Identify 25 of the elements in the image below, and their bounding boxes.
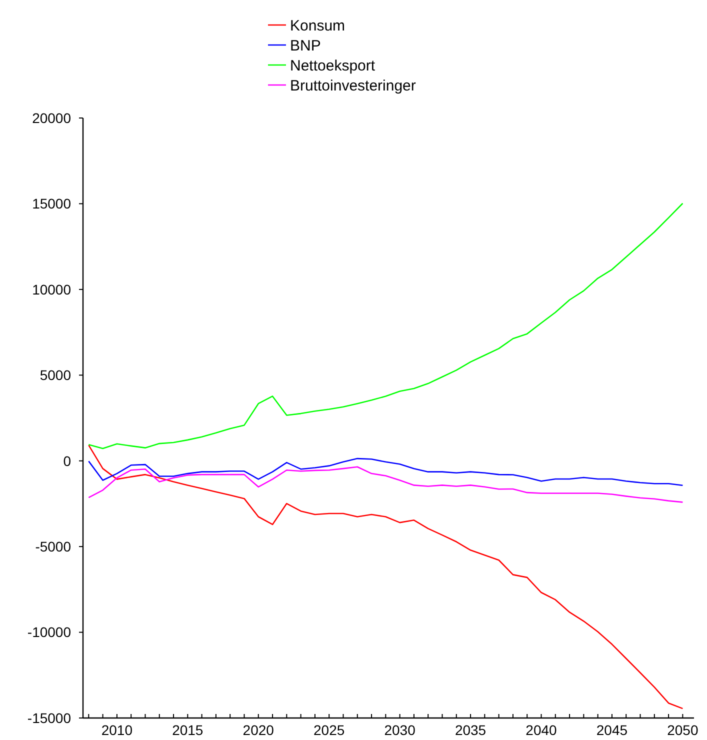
y-tick-label: 15000 bbox=[32, 196, 72, 212]
y-tick-label: -10000 bbox=[27, 624, 72, 640]
y-tick-label: 5000 bbox=[40, 367, 72, 384]
line-series bbox=[88, 458, 684, 486]
legend-label: Nettoeksport bbox=[290, 57, 376, 74]
legend-label: Bruttoinvesteringer bbox=[290, 77, 416, 94]
x-tick-label: 2045 bbox=[596, 722, 628, 738]
x-tick-label: 2025 bbox=[314, 722, 345, 738]
legend-label: BNP bbox=[290, 37, 321, 54]
y-tick-label: 10000 bbox=[32, 281, 72, 298]
legend-label: Konsum bbox=[290, 17, 346, 34]
x-tick-label: 2020 bbox=[242, 722, 274, 738]
y-tick-label: 0 bbox=[63, 452, 72, 469]
x-tick-label: 2010 bbox=[101, 722, 133, 738]
line-series bbox=[88, 202, 684, 450]
y-tick-label: -5000 bbox=[35, 538, 72, 554]
x-tick-label: 2040 bbox=[526, 722, 558, 738]
x-tick-label: 2030 bbox=[384, 722, 416, 738]
line-series bbox=[88, 466, 684, 503]
line-series bbox=[88, 444, 684, 710]
y-tick-label: -15000 bbox=[27, 710, 72, 726]
x-tick-label: 2015 bbox=[172, 722, 204, 738]
y-tick-label: 20000 bbox=[32, 110, 72, 126]
x-tick-label: 2050 bbox=[667, 722, 698, 738]
x-tick-label: 2035 bbox=[454, 722, 486, 738]
